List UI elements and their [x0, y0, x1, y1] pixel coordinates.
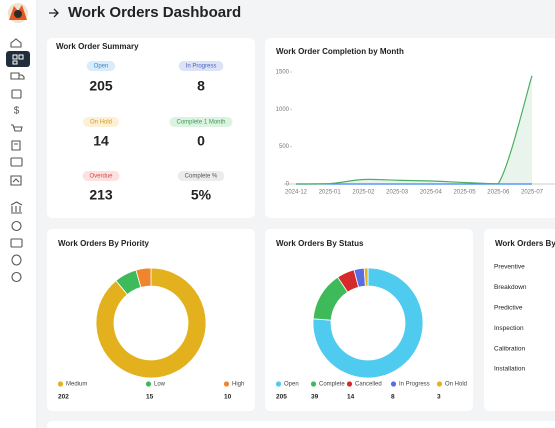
pill-label: Overdue — [89, 174, 113, 180]
nav-data[interactable] — [11, 254, 22, 266]
legend-swatch — [346, 381, 353, 387]
y-tick-label: 0 — [286, 182, 290, 188]
back-arrow[interactable] — [49, 8, 59, 18]
legend-swatch — [57, 381, 64, 387]
summary-value: 5% — [191, 187, 212, 203]
y-tick-label: 1000 — [276, 107, 290, 113]
nav-vehicles[interactable] — [10, 72, 25, 80]
y-tick-label: 500 — [279, 144, 290, 150]
type-title: Work Orders By Type — [495, 239, 555, 248]
status-pill — [178, 61, 224, 71]
legend-value: 202 — [58, 394, 69, 401]
type-label: Installation — [494, 366, 525, 373]
legend-label: High — [232, 382, 244, 388]
donut-slice — [135, 267, 152, 288]
legend-value: 205 — [276, 394, 287, 401]
legend-swatch — [310, 381, 317, 387]
pill-label: On Hold — [90, 120, 112, 126]
sidebar — [0, 0, 37, 428]
nav-work-orders[interactable] — [12, 54, 24, 65]
x-tick-label: 2025-05 — [454, 190, 477, 196]
type-label: Breakdown — [494, 284, 527, 291]
summary-value: 0 — [197, 133, 205, 149]
line-area — [296, 75, 532, 184]
status-card — [265, 229, 473, 411]
legend-label: In Progress — [399, 382, 430, 388]
x-tick-label: 2025-03 — [386, 190, 409, 196]
type-label: Predictive — [494, 305, 523, 312]
chart-title: Work Order Completion by Month — [276, 47, 404, 56]
nav-requests[interactable] — [11, 140, 21, 151]
summary-value: 205 — [89, 78, 113, 94]
page-title: Work Orders Dashboard — [68, 4, 241, 21]
legend-value: 10 — [224, 394, 232, 401]
summary-value: 8 — [197, 78, 205, 94]
pill-label: Complete % — [185, 174, 218, 180]
legend-label: Cancelled — [355, 382, 382, 388]
legend-label: Open — [284, 382, 299, 388]
x-tick-label: 2025-02 — [352, 190, 375, 196]
nav-assets[interactable] — [11, 89, 22, 99]
legend-value: 8 — [391, 394, 395, 401]
legend-swatch — [223, 381, 230, 387]
legend-label: On Hold — [445, 382, 467, 388]
nav-icons[interactable]: $ — [6, 38, 30, 283]
x-tick-label: 2025-07 — [521, 190, 544, 196]
chart-title: Work Orders By Status — [276, 239, 364, 248]
status-pill — [177, 171, 225, 181]
summary-card — [47, 38, 255, 218]
completion-card — [265, 38, 555, 218]
pill-label: Open — [94, 64, 109, 70]
nav-integrations[interactable] — [11, 220, 22, 232]
logo — [8, 3, 28, 23]
nav-schedule[interactable] — [10, 157, 23, 167]
x-tick-label: 2025-01 — [319, 190, 342, 196]
donut-slice — [363, 267, 369, 287]
x-tick-label: 2025-04 — [420, 190, 443, 196]
y-tick-label: 1500 — [276, 70, 290, 76]
legend-swatch — [390, 381, 397, 387]
summary-value: 14 — [93, 133, 109, 149]
bottom-card — [47, 421, 555, 428]
status-pill — [169, 117, 233, 127]
donut-slice — [312, 267, 424, 379]
pill-label: In Progress — [186, 64, 217, 70]
type-label: Inspection — [494, 325, 524, 332]
type-label: Calibration — [494, 345, 525, 352]
legend-label: Medium — [66, 382, 87, 388]
legend-value: 3 — [437, 394, 441, 401]
x-tick-label: 2024-12 — [285, 190, 308, 196]
legend-value: 39 — [311, 394, 319, 401]
legend-value: 14 — [347, 394, 355, 401]
line — [295, 75, 533, 185]
nav-settings[interactable] — [11, 271, 22, 283]
type-card — [484, 229, 555, 411]
status-pill — [82, 117, 120, 127]
nav-purchasing[interactable] — [11, 124, 23, 132]
summary-title: Work Order Summary — [56, 42, 139, 51]
pill-label: Complete 1 Month — [176, 120, 225, 126]
type-label: Preventive — [494, 264, 525, 271]
nav-costs[interactable]: $ — [14, 106, 20, 117]
legend-value: 15 — [146, 394, 154, 401]
nav-documents[interactable] — [10, 238, 23, 248]
legend-swatch — [436, 381, 443, 387]
legend-label: Complete — [319, 382, 345, 388]
nav-home[interactable] — [10, 38, 22, 48]
legend-swatch — [145, 381, 152, 387]
x-tick-label: 2025-06 — [487, 190, 510, 196]
nav-reports[interactable] — [10, 175, 22, 186]
nav-active[interactable] — [6, 51, 30, 67]
priority-card — [47, 229, 255, 411]
nav-facilities[interactable] — [10, 201, 23, 214]
status-pill — [82, 171, 120, 181]
legend-label: Low — [154, 382, 166, 388]
donut-slice — [95, 267, 207, 379]
chart-title: Work Orders By Priority — [58, 239, 150, 248]
legend-swatch — [275, 381, 282, 387]
summary-value: 213 — [89, 187, 113, 203]
status-pill — [86, 61, 116, 71]
